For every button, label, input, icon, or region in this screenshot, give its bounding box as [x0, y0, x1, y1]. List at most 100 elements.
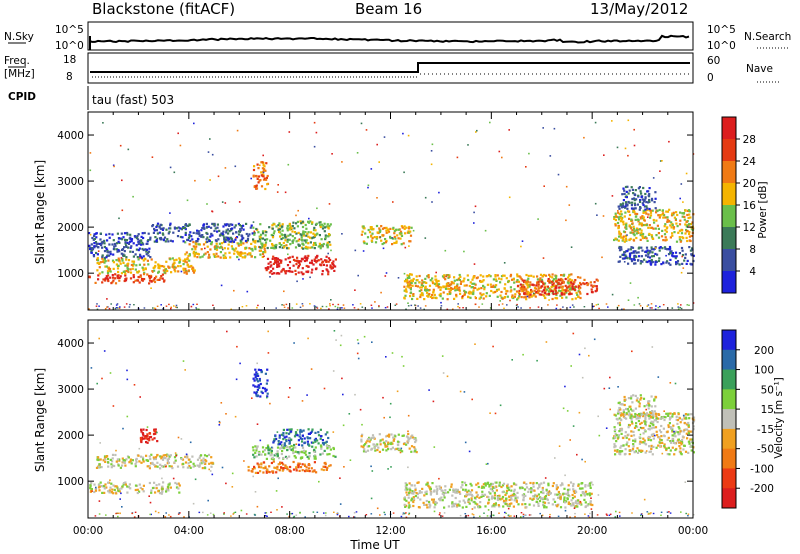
power-cell: [627, 119, 630, 122]
velocity-cell: [425, 492, 428, 496]
velocity-cell: [491, 488, 494, 491]
velocity-cell: [199, 462, 202, 465]
power-cell: [142, 259, 145, 262]
velocity-cell: [293, 455, 296, 458]
velocity-cell: [405, 435, 409, 438]
power-cell: [99, 238, 102, 241]
power-cell: [270, 233, 273, 237]
velocity-cell: [126, 415, 129, 418]
power-cell: [331, 153, 333, 155]
velocity-cluster: [247, 460, 332, 474]
velocity-cell: [354, 393, 356, 396]
power-cell: [326, 241, 329, 244]
velocity-cell: [659, 417, 662, 420]
velocity-cell: [266, 396, 268, 399]
power-cell: [106, 250, 109, 253]
power-cell: [534, 295, 537, 298]
velocity-cell: [319, 428, 322, 431]
velocity-cell: [372, 436, 375, 439]
power-cell: [304, 231, 307, 234]
velocity-cell: [154, 491, 157, 494]
power-cell: [405, 280, 408, 283]
velocity-cell: [652, 445, 655, 448]
velocity-cell: [329, 464, 332, 467]
power-cell: [307, 254, 310, 257]
power-cell: [458, 307, 461, 309]
power-cell: [141, 266, 144, 269]
velocity-cell: [667, 414, 670, 417]
velocity-cell: [618, 406, 621, 410]
velocity-cell: [282, 438, 285, 441]
velocity-cell: [278, 469, 281, 472]
power-cell: [495, 289, 498, 292]
power-cell: [640, 260, 643, 263]
power-cell: [106, 298, 108, 300]
velocity-cell: [363, 448, 366, 451]
velocity-cell: [649, 415, 652, 418]
power-cell: [590, 290, 594, 294]
power-cell: [370, 239, 373, 242]
power-cell: [151, 270, 154, 273]
velocity-cell: [89, 490, 92, 493]
velocity-cell: [461, 481, 464, 484]
power-cell: [122, 270, 125, 273]
power-cell: [196, 252, 199, 255]
power-cell: [461, 297, 464, 300]
power-cell: [239, 229, 242, 232]
velocity-cell: [493, 497, 497, 500]
power-cell: [261, 255, 264, 258]
power-cell: [650, 235, 654, 238]
velocity-cell: [389, 416, 391, 419]
power-cell: [623, 189, 626, 192]
velocity-cell: [278, 442, 282, 446]
power-cell: [315, 222, 318, 225]
power-cell: [654, 247, 657, 249]
velocity-cell: [530, 489, 533, 493]
power-cell: [363, 227, 366, 230]
velocity-cell: [675, 415, 678, 418]
power-cell: [424, 285, 427, 288]
velocity-cell: [444, 491, 447, 494]
power-cell: [674, 218, 677, 222]
power-cell: [569, 278, 572, 281]
velocity-cell: [431, 482, 434, 485]
power-cell: [622, 235, 625, 238]
velocity-cell: [297, 466, 300, 469]
power-cell: [325, 260, 328, 263]
velocity-cell: [527, 490, 530, 493]
power-cell: [618, 232, 621, 235]
power-cell: [544, 274, 548, 277]
velocity-cell: [178, 491, 181, 494]
velocity-cell: [146, 426, 149, 428]
power-cell: [140, 235, 143, 238]
power-cell: [139, 274, 142, 277]
velocity-cell: [410, 484, 413, 487]
power-cell: [419, 307, 422, 309]
velocity-cell: [256, 362, 258, 365]
power-cell: [486, 283, 489, 286]
power-cell: [105, 233, 108, 236]
velocity-cell: [620, 428, 624, 431]
velocity-cell: [501, 484, 505, 487]
velocity-cell: [177, 436, 180, 439]
velocity-cell: [323, 449, 326, 452]
velocity-cell: [148, 465, 151, 468]
power-cell: [126, 231, 129, 235]
velocity-cell: [231, 486, 234, 488]
power-cell: [146, 240, 149, 243]
velocity-cell: [276, 431, 279, 433]
power-cell: [184, 241, 187, 244]
velocity-cell: [365, 441, 368, 444]
velocity-cell: [313, 470, 316, 473]
power-cell: [607, 306, 609, 308]
power-cell: [182, 269, 185, 272]
power-cell: [273, 261, 277, 264]
power-cell: [367, 228, 370, 232]
power-cell: [195, 242, 198, 245]
velocity-cell: [487, 509, 490, 511]
power-cell: [666, 220, 669, 223]
power-cell: [293, 227, 296, 230]
power-cell: [409, 281, 412, 285]
power-cell: [231, 247, 234, 250]
power-cell: [241, 252, 244, 255]
